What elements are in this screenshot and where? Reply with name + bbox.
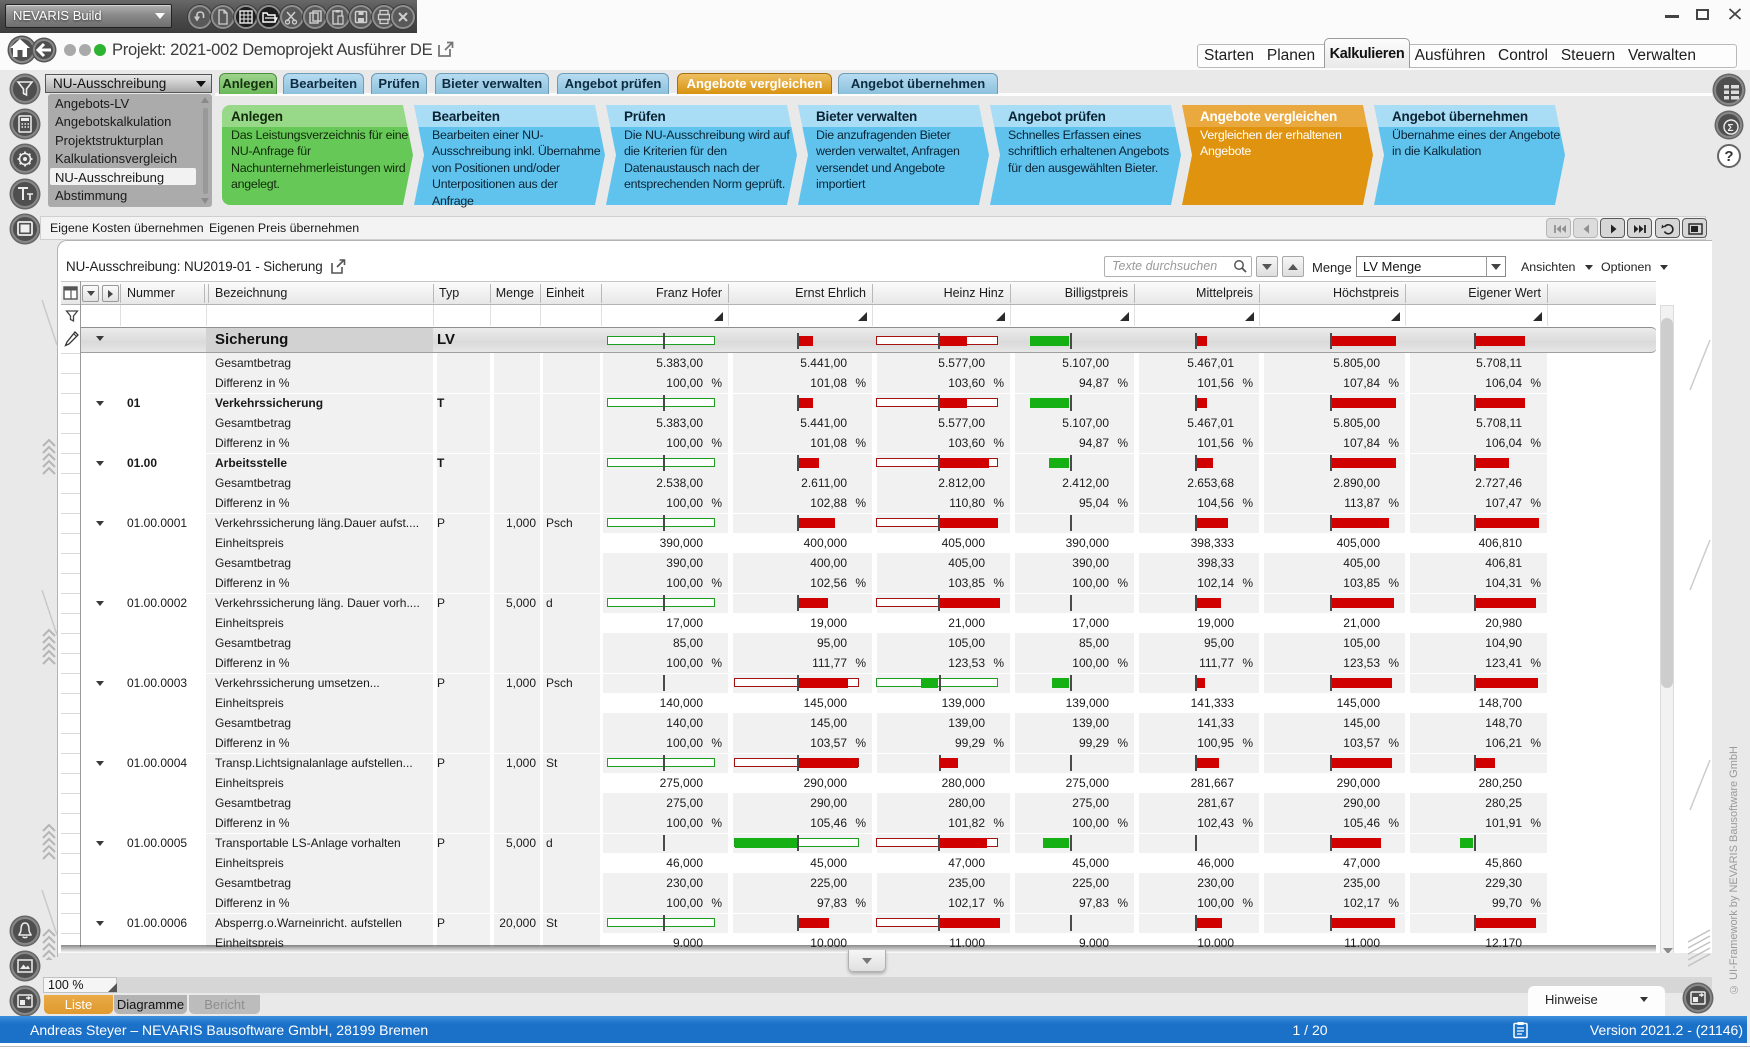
svg-text:Σ: Σ	[1728, 123, 1734, 134]
